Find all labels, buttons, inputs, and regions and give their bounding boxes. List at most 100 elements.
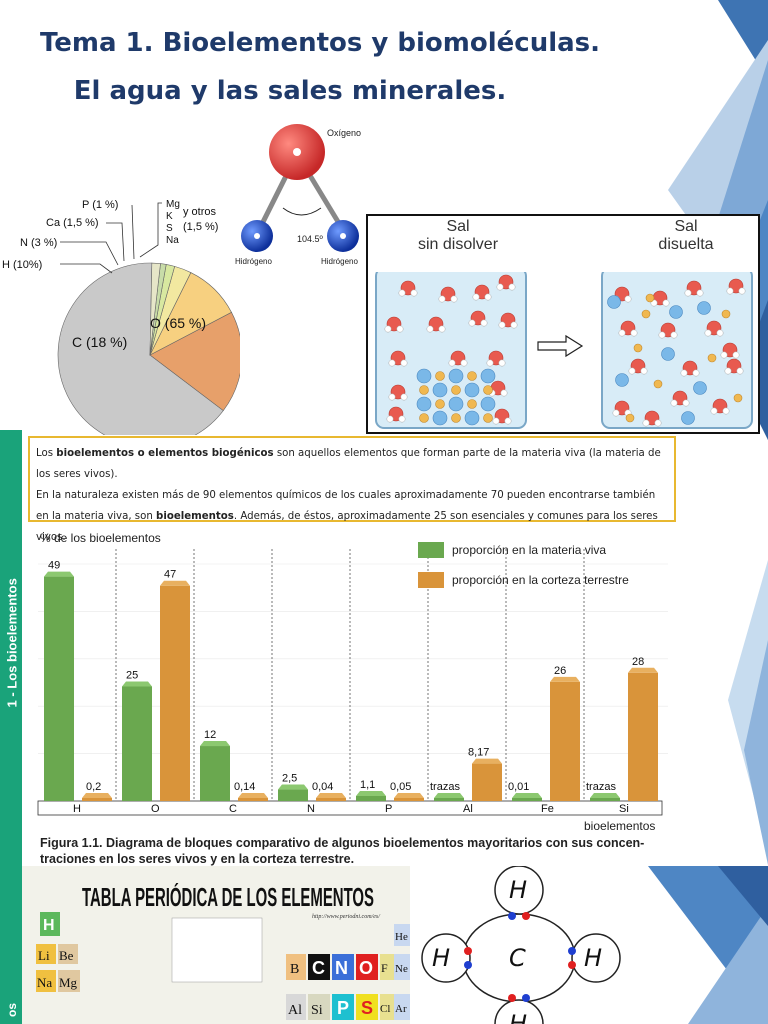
data-label: 49	[48, 560, 60, 572]
svg-text:F: F	[381, 961, 388, 975]
data-label: 47	[164, 569, 176, 581]
bar-cap	[200, 741, 230, 747]
svg-text:O: O	[359, 958, 373, 978]
section-side-band	[0, 430, 22, 1024]
bar-cap	[590, 793, 620, 798]
tick-label: O	[151, 803, 160, 815]
methane-h-bottom: H	[509, 1010, 527, 1024]
bar	[122, 686, 152, 801]
bar	[44, 576, 74, 801]
element-h	[40, 912, 60, 936]
pie-label-n: N (3 %)	[20, 237, 57, 249]
bar	[278, 789, 308, 801]
hydrogen-right-label: Hidrógeno	[321, 257, 358, 266]
svg-text:C: C	[312, 958, 325, 978]
legend-label: proporción en la corteza terrestre	[452, 573, 629, 587]
title-line-2: El agua y las sales minerales.	[73, 76, 507, 106]
right-beaker-title-1: Sal	[674, 218, 698, 235]
pie-label-c: C (18 %)	[72, 334, 127, 350]
bar-cap	[160, 580, 190, 586]
bar	[394, 798, 424, 801]
data-label: 0,14	[234, 781, 255, 793]
tick-label: N	[307, 803, 315, 815]
tick-label: C	[229, 803, 237, 815]
svg-text:Mg: Mg	[59, 975, 78, 990]
tick-label: H	[73, 803, 81, 815]
title-line-1: Tema 1. Bioelementos y biomoléculas.	[39, 28, 601, 58]
bar-cap	[434, 793, 464, 798]
element-n	[332, 954, 354, 980]
periodic-table: TABLA PERIÓDICA DE LOS ELEMENTOS http://…	[22, 866, 410, 1024]
beakers-drawing	[375, 262, 753, 429]
data-label: trazas	[586, 781, 616, 793]
bar-cap	[238, 793, 268, 798]
element-p	[332, 994, 354, 1020]
tick-label: Fe	[541, 803, 554, 815]
bar-cap	[550, 676, 580, 682]
pie-label-mg: Mg	[166, 199, 180, 210]
bar-cap	[316, 793, 346, 798]
svg-text:He: He	[395, 931, 408, 943]
svg-text:Al: Al	[288, 1003, 302, 1018]
svg-text:Na: Na	[37, 975, 52, 990]
svg-text:P: P	[337, 998, 349, 1018]
pie-label-s: S	[166, 223, 173, 234]
svg-text:Be: Be	[59, 948, 74, 963]
periodic-title: TABLA PERIÓDICA DE LOS ELEMENTOS	[82, 882, 374, 912]
pie-label-h: H (10%)	[2, 259, 42, 271]
data-label: 12	[204, 729, 216, 741]
pie-slices	[57, 262, 240, 435]
data-label: 26	[554, 665, 566, 677]
element-o	[356, 954, 378, 980]
tick-label: Si	[619, 803, 629, 815]
svg-text:Ne: Ne	[395, 963, 408, 975]
legend-label: proporción en la materia viva	[452, 543, 606, 557]
bar-cap	[472, 758, 502, 764]
pie-label-na: Na	[166, 235, 179, 246]
svg-text:Si: Si	[311, 1003, 323, 1018]
chart-ylabel: % de los bioelementos	[40, 531, 161, 545]
pie-slice-1	[149, 311, 240, 411]
svg-text:Cl: Cl	[380, 1003, 390, 1015]
bar-cap	[122, 681, 152, 687]
pie-label-k: K	[166, 211, 173, 222]
data-label: 0,2	[86, 781, 101, 793]
bar-cap	[44, 571, 74, 577]
bar	[160, 585, 190, 801]
bar	[628, 672, 658, 801]
decorative-shapes-middle	[728, 560, 768, 865]
methane-h-left: H	[432, 944, 450, 972]
svg-text:S: S	[361, 998, 373, 1018]
intro-paragraph-1: Los bioelementos o elementos biogénicos …	[36, 448, 661, 480]
chart-xlabel: bioelementos	[584, 819, 655, 833]
pie-slice-0	[57, 262, 224, 435]
svg-text:Li: Li	[38, 948, 50, 963]
bar	[82, 798, 112, 801]
tick-label: P	[385, 803, 392, 815]
data-label: 0,04	[312, 781, 333, 793]
pie-label-o: O (65 %)	[150, 315, 206, 331]
data-label: trazas	[430, 781, 460, 793]
arrow-icon	[537, 334, 584, 358]
left-beaker-title-2: sin disolver	[417, 236, 499, 253]
bar-cap	[628, 667, 658, 673]
section-side-label: 1 - Los bioelementos	[4, 578, 20, 708]
legend-swatch	[418, 542, 444, 558]
bar	[434, 798, 464, 801]
bar-cap	[512, 793, 542, 798]
svg-text:B: B	[290, 962, 299, 977]
data-label: 0,05	[390, 781, 411, 793]
bioelements-bar-chart: % de los bioelementos H 49 0,2 O 25 47 C 12 0,14…	[37, 531, 668, 833]
figure-caption: Figura 1.1. Diagrama de bloques comparat…	[40, 836, 645, 866]
bar-cap	[394, 793, 424, 798]
data-label: 1,1	[360, 779, 375, 791]
bar	[200, 746, 230, 801]
bar	[472, 763, 502, 801]
intro-text-box: Los bioelementos o elementos biogénicos …	[28, 436, 676, 543]
bar-cap	[356, 790, 386, 796]
bar	[356, 795, 386, 801]
bar	[550, 681, 580, 801]
pie-label-others: y otros	[183, 206, 217, 218]
data-label: 28	[632, 656, 644, 668]
bar	[590, 798, 620, 801]
